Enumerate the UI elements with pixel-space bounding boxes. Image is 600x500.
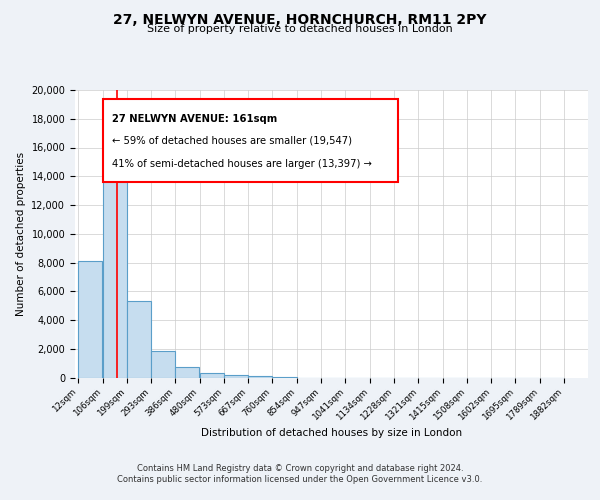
Bar [127, 302, 151, 378]
Bar [151, 351, 175, 378]
Bar [175, 366, 199, 378]
Bar [78, 261, 102, 378]
Text: 27, NELWYN AVENUE, HORNCHURCH, RM11 2PY: 27, NELWYN AVENUE, HORNCHURCH, RM11 2PY [113, 12, 487, 26]
Bar [224, 375, 248, 378]
Text: 27 NELWYN AVENUE: 161sqm: 27 NELWYN AVENUE: 161sqm [112, 114, 278, 124]
Y-axis label: Number of detached properties: Number of detached properties [16, 152, 26, 316]
FancyBboxPatch shape [103, 98, 398, 182]
X-axis label: Distribution of detached houses by size in London: Distribution of detached houses by size … [201, 428, 462, 438]
Text: 41% of semi-detached houses are larger (13,397) →: 41% of semi-detached houses are larger (… [112, 160, 373, 170]
Text: Size of property relative to detached houses in London: Size of property relative to detached ho… [147, 24, 453, 34]
Bar [200, 373, 224, 378]
Bar [248, 376, 272, 378]
Bar [272, 376, 296, 378]
Text: ← 59% of detached houses are smaller (19,547): ← 59% of detached houses are smaller (19… [112, 136, 352, 145]
Text: Contains HM Land Registry data © Crown copyright and database right 2024.: Contains HM Land Registry data © Crown c… [137, 464, 463, 473]
Text: Contains public sector information licensed under the Open Government Licence v3: Contains public sector information licen… [118, 475, 482, 484]
Bar [103, 139, 127, 378]
